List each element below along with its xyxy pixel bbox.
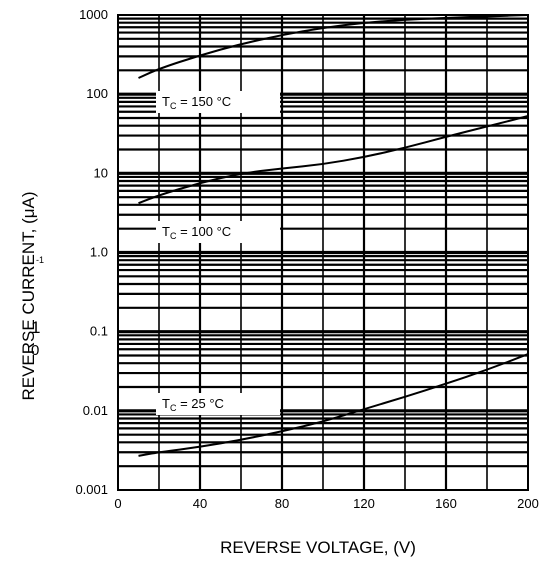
series-line-0 xyxy=(138,14,529,79)
series-line-2 xyxy=(138,353,529,457)
y-tick-labels: 1000 100 10 1.0 0.1 0.01 0.001 xyxy=(75,7,108,497)
x-axis-label: REVERSE VOLTAGE, (V) xyxy=(220,538,416,557)
x-tick-label: 40 xyxy=(193,496,207,511)
series-label-main: T xyxy=(162,94,170,109)
y-tick-label: 0.1 xyxy=(90,324,108,339)
series-line-1 xyxy=(138,115,529,205)
series-label-subscript: C xyxy=(170,231,177,241)
chart-curves xyxy=(138,14,529,457)
y-axis-label-glyph-3: -1 xyxy=(36,255,44,265)
y-tick-label: 10 xyxy=(94,165,108,180)
x-tick-label: 80 xyxy=(275,496,289,511)
series-label-rest: = 100 °C xyxy=(176,224,231,239)
y-axis-label-glyph-2: 0 xyxy=(31,342,39,359)
y-axis-label: REVERSE CURRENT, (μA) xyxy=(19,191,38,400)
series-label-subscript: C xyxy=(170,403,177,413)
series-label-1: TC = 100 °C xyxy=(162,224,231,241)
x-tick-label: 0 xyxy=(114,496,121,511)
y-axis-label-glyph-1: 1 xyxy=(31,318,40,337)
y-tick-label: 0.01 xyxy=(83,403,108,418)
x-tick-label: 160 xyxy=(435,496,457,511)
y-tick-label: 1000 xyxy=(79,7,108,22)
series-label-main: T xyxy=(162,224,170,239)
y-tick-label: 0.001 xyxy=(75,482,108,497)
x-tick-label: 120 xyxy=(353,496,375,511)
series-label-main: T xyxy=(162,396,170,411)
series-label-bg-2 xyxy=(156,393,280,415)
series-label-bg-0 xyxy=(156,91,280,113)
series-label-bg-1 xyxy=(156,221,280,243)
x-tick-labels: 0 40 80 120 160 200 xyxy=(114,496,538,511)
y-tick-label: 1.0 xyxy=(90,245,108,260)
plot-frame xyxy=(117,14,529,491)
series-labels: TC = 150 °CTC = 100 °CTC = 25 °C xyxy=(156,91,280,415)
series-label-subscript: C xyxy=(170,101,177,111)
y-axis-label-group: REVERSE CURRENT, (μA) xyxy=(19,191,38,400)
chart-grid xyxy=(118,15,528,490)
y-tick-label: 100 xyxy=(86,86,108,101)
series-label-0: TC = 150 °C xyxy=(162,94,231,111)
x-tick-label: 200 xyxy=(517,496,539,511)
series-label-rest: = 150 °C xyxy=(176,94,231,109)
series-label-rest: = 25 °C xyxy=(176,396,223,411)
series-label-2: TC = 25 °C xyxy=(162,396,224,413)
